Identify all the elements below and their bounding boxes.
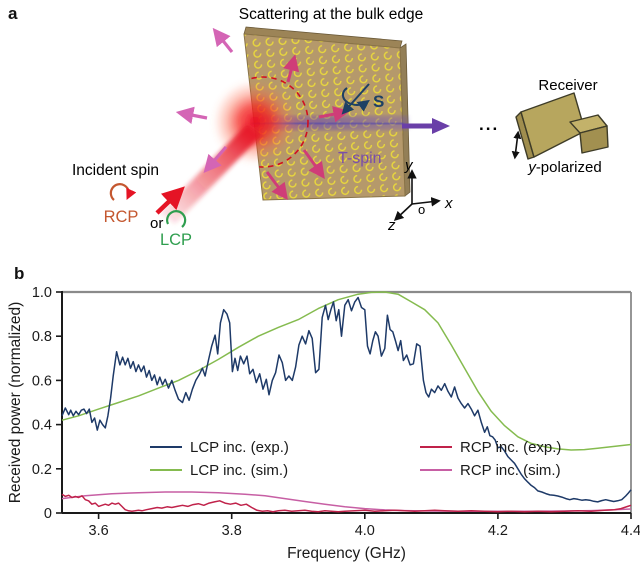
rcp-label: RCP bbox=[104, 208, 139, 226]
y-axis-letter: y bbox=[404, 157, 414, 174]
series-group bbox=[61, 291, 632, 513]
x-tick-label: 3.6 bbox=[89, 523, 109, 539]
y-tick-label: 0.2 bbox=[32, 462, 52, 478]
incident-spin-label: Incident spin bbox=[72, 162, 159, 179]
s-spin-axis-icon bbox=[341, 83, 370, 115]
legend: LCP inc. (exp.) LCP inc. (sim.) RCP inc. (… bbox=[150, 439, 561, 479]
series-rcp-inc-sim- bbox=[61, 491, 632, 512]
z-axis-arrow-icon bbox=[393, 203, 413, 221]
series-rcp-inc-exp- bbox=[61, 493, 632, 513]
z-axis-letter: z bbox=[387, 217, 396, 234]
panel-a-schematic: Scattering at the bulk edge S T- bbox=[72, 6, 609, 249]
series-lcp-inc-sim- bbox=[61, 291, 632, 451]
output-arrow-head-icon bbox=[432, 118, 450, 134]
panel-a-title: Scattering at the bulk edge bbox=[239, 6, 423, 23]
x-axis-title: Frequency (GHz) bbox=[287, 545, 406, 562]
legend-label: RCP inc. (exp.) bbox=[460, 439, 561, 456]
y-polarized-y: y bbox=[527, 159, 537, 176]
x-tick-label: 4.2 bbox=[488, 523, 508, 539]
ellipsis-dots: ... bbox=[479, 115, 499, 134]
y-tick-label: 0.6 bbox=[32, 373, 52, 389]
slab-arrow-down-right-icon bbox=[302, 149, 325, 180]
y-polarized-rest: -polarized bbox=[536, 159, 602, 176]
y-tick-label: 0.8 bbox=[32, 329, 52, 345]
incident-arrow-icon bbox=[155, 186, 185, 215]
slab-arrow-up-icon bbox=[283, 54, 300, 83]
panel-a-label: a bbox=[8, 4, 18, 23]
scattered-arrows-inside bbox=[265, 54, 350, 200]
s-spin-label: S bbox=[373, 92, 384, 111]
series-lcp-inc-exp- bbox=[61, 296, 632, 503]
x-axis-arrow-icon bbox=[411, 197, 441, 207]
incident-beam bbox=[160, 124, 262, 224]
y-tick-label: 1.0 bbox=[32, 285, 52, 301]
scattered-arrows-outside bbox=[175, 27, 234, 173]
scattering-dashed-circle bbox=[244, 76, 309, 168]
polarization-double-arrow-icon bbox=[511, 130, 522, 160]
slab-arrow-down-icon bbox=[265, 171, 288, 200]
slab-arrow-right-icon bbox=[318, 106, 350, 123]
scatter-arrow-left-icon bbox=[175, 106, 208, 124]
y-tick-label: 0 bbox=[44, 506, 52, 522]
scatter-arrow-down-left-icon bbox=[203, 145, 228, 173]
or-label: or bbox=[150, 215, 163, 232]
received-power-chart: 3.6 3.8 4.0 4.2 4.4 0 0.2 0.4 0.6 0.8 1.0 Frequency… bbox=[7, 285, 640, 562]
y-tick-label: 0.4 bbox=[32, 418, 52, 434]
receiver-label: Receiver bbox=[538, 77, 597, 94]
x-tick-label: 4.0 bbox=[355, 523, 375, 539]
x-tick-label: 3.8 bbox=[222, 523, 242, 539]
receiver-horn bbox=[515, 92, 609, 160]
s-spin-circular-arrow-icon bbox=[341, 87, 370, 112]
scatter-arrow-up-left-icon bbox=[212, 27, 234, 53]
s-spin: S bbox=[341, 83, 384, 115]
horn-waveguide-front bbox=[579, 125, 609, 154]
output-arrow bbox=[402, 118, 450, 134]
x-axis-letter: x bbox=[444, 195, 453, 212]
lcp-spin-icon bbox=[166, 210, 187, 228]
legend-label: LCP inc. (exp.) bbox=[190, 439, 289, 456]
legend-label: LCP inc. (sim.) bbox=[190, 462, 288, 479]
legend-label: RCP inc. (sim.) bbox=[460, 462, 561, 479]
y-polarized-label: y-polarized bbox=[527, 159, 601, 176]
x-tick-label: 4.4 bbox=[621, 523, 640, 539]
lcp-label: LCP bbox=[160, 231, 192, 249]
origin-letter: o bbox=[418, 202, 425, 217]
y-axis-title: Received power (normalized) bbox=[7, 302, 24, 504]
coordinate-axes bbox=[393, 169, 441, 221]
t-spin-label: T-spin bbox=[338, 150, 382, 167]
rcp-spin-icon bbox=[109, 183, 137, 201]
panel-b-label: b bbox=[14, 264, 25, 283]
